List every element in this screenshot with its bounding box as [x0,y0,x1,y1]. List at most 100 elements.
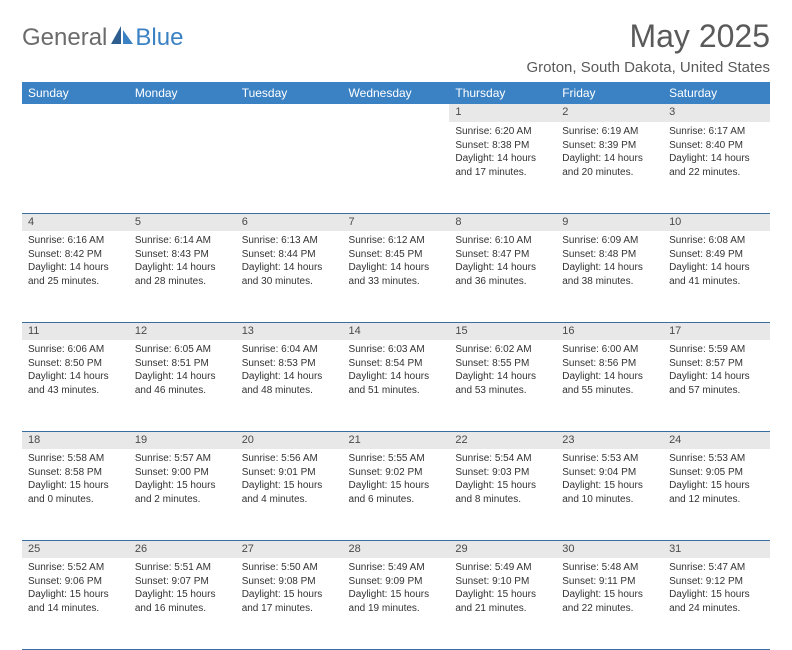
day-cell: Sunrise: 6:09 AMSunset: 8:48 PMDaylight:… [556,231,663,290]
sunrise-line: Sunrise: 6:13 AM [242,234,337,248]
daylight-line: Daylight: 15 hours and 8 minutes. [455,479,550,506]
sunrise-line: Sunrise: 6:05 AM [135,343,230,357]
sunrise-line: Sunrise: 6:09 AM [562,234,657,248]
day-content-cell: Sunrise: 6:10 AMSunset: 8:47 PMDaylight:… [449,231,556,322]
day-cell: Sunrise: 5:59 AMSunset: 8:57 PMDaylight:… [663,340,770,399]
day-cell: Sunrise: 6:13 AMSunset: 8:44 PMDaylight:… [236,231,343,290]
daylight-line: Daylight: 15 hours and 21 minutes. [455,588,550,615]
daylight-line: Daylight: 15 hours and 12 minutes. [669,479,764,506]
day-content-row: Sunrise: 6:16 AMSunset: 8:42 PMDaylight:… [22,231,770,322]
day-content-cell: Sunrise: 6:06 AMSunset: 8:50 PMDaylight:… [22,340,129,431]
day-content-cell: Sunrise: 6:05 AMSunset: 8:51 PMDaylight:… [129,340,236,431]
daylight-line: Daylight: 15 hours and 0 minutes. [28,479,123,506]
sunset-line: Sunset: 9:03 PM [455,466,550,480]
day-number-cell: 31 [663,540,770,558]
sunset-line: Sunset: 8:55 PM [455,357,550,371]
day-content-cell: Sunrise: 5:53 AMSunset: 9:04 PMDaylight:… [556,449,663,540]
day-cell: Sunrise: 6:17 AMSunset: 8:40 PMDaylight:… [663,122,770,181]
sunrise-line: Sunrise: 6:17 AM [669,125,764,139]
day-header-row: SundayMondayTuesdayWednesdayThursdayFrid… [22,82,770,104]
day-content-cell: Sunrise: 6:20 AMSunset: 8:38 PMDaylight:… [449,122,556,213]
day-content-cell: Sunrise: 6:12 AMSunset: 8:45 PMDaylight:… [343,231,450,322]
day-content-cell: Sunrise: 6:17 AMSunset: 8:40 PMDaylight:… [663,122,770,213]
day-header: Monday [129,82,236,104]
location: Groton, South Dakota, United States [527,59,770,76]
daylight-line: Daylight: 15 hours and 19 minutes. [349,588,444,615]
day-number-cell [236,104,343,122]
day-cell: Sunrise: 5:53 AMSunset: 9:04 PMDaylight:… [556,449,663,508]
sunset-line: Sunset: 8:57 PM [669,357,764,371]
day-content-cell: Sunrise: 5:48 AMSunset: 9:11 PMDaylight:… [556,558,663,649]
sunset-line: Sunset: 9:10 PM [455,575,550,589]
day-cell: Sunrise: 5:58 AMSunset: 8:58 PMDaylight:… [22,449,129,508]
sunrise-line: Sunrise: 6:03 AM [349,343,444,357]
sunset-line: Sunset: 8:54 PM [349,357,444,371]
day-cell: Sunrise: 6:08 AMSunset: 8:49 PMDaylight:… [663,231,770,290]
sunrise-line: Sunrise: 5:59 AM [669,343,764,357]
daylight-line: Daylight: 14 hours and 33 minutes. [349,261,444,288]
sunrise-line: Sunrise: 6:14 AM [135,234,230,248]
day-cell: Sunrise: 6:02 AMSunset: 8:55 PMDaylight:… [449,340,556,399]
sunrise-line: Sunrise: 5:54 AM [455,452,550,466]
sunrise-line: Sunrise: 6:06 AM [28,343,123,357]
sunrise-line: Sunrise: 5:57 AM [135,452,230,466]
day-content-cell: Sunrise: 6:08 AMSunset: 8:49 PMDaylight:… [663,231,770,322]
day-number-cell: 8 [449,213,556,231]
day-content-cell: Sunrise: 6:04 AMSunset: 8:53 PMDaylight:… [236,340,343,431]
day-cell: Sunrise: 6:19 AMSunset: 8:39 PMDaylight:… [556,122,663,181]
day-number-cell: 27 [236,540,343,558]
day-content-cell: Sunrise: 6:16 AMSunset: 8:42 PMDaylight:… [22,231,129,322]
sunrise-line: Sunrise: 5:53 AM [562,452,657,466]
day-number-cell: 7 [343,213,450,231]
sunset-line: Sunset: 9:07 PM [135,575,230,589]
day-number-cell [343,104,450,122]
day-content-cell [343,122,450,213]
sunset-line: Sunset: 8:48 PM [562,248,657,262]
sunrise-line: Sunrise: 6:00 AM [562,343,657,357]
day-cell: Sunrise: 6:00 AMSunset: 8:56 PMDaylight:… [556,340,663,399]
sunrise-line: Sunrise: 6:04 AM [242,343,337,357]
day-content-cell [129,122,236,213]
day-content-cell: Sunrise: 5:49 AMSunset: 9:10 PMDaylight:… [449,558,556,649]
calendar-table: SundayMondayTuesdayWednesdayThursdayFrid… [22,82,770,650]
day-content-cell: Sunrise: 5:56 AMSunset: 9:01 PMDaylight:… [236,449,343,540]
daylight-line: Daylight: 14 hours and 53 minutes. [455,370,550,397]
sunset-line: Sunset: 9:04 PM [562,466,657,480]
day-content-cell: Sunrise: 6:02 AMSunset: 8:55 PMDaylight:… [449,340,556,431]
day-cell: Sunrise: 6:05 AMSunset: 8:51 PMDaylight:… [129,340,236,399]
daylight-line: Daylight: 14 hours and 20 minutes. [562,152,657,179]
sunset-line: Sunset: 9:11 PM [562,575,657,589]
day-number-cell: 22 [449,431,556,449]
day-content-cell: Sunrise: 6:09 AMSunset: 8:48 PMDaylight:… [556,231,663,322]
daylight-line: Daylight: 14 hours and 48 minutes. [242,370,337,397]
sunrise-line: Sunrise: 5:56 AM [242,452,337,466]
day-number-cell: 23 [556,431,663,449]
daylight-line: Daylight: 15 hours and 24 minutes. [669,588,764,615]
sunrise-line: Sunrise: 5:58 AM [28,452,123,466]
daylight-line: Daylight: 14 hours and 46 minutes. [135,370,230,397]
day-number-cell: 14 [343,322,450,340]
logo-text-general: General [22,24,107,52]
sunset-line: Sunset: 8:45 PM [349,248,444,262]
sunrise-line: Sunrise: 6:02 AM [455,343,550,357]
sunset-line: Sunset: 8:50 PM [28,357,123,371]
daylight-line: Daylight: 14 hours and 36 minutes. [455,261,550,288]
sunrise-line: Sunrise: 6:19 AM [562,125,657,139]
sunrise-line: Sunrise: 6:20 AM [455,125,550,139]
sunset-line: Sunset: 9:00 PM [135,466,230,480]
day-content-cell: Sunrise: 5:55 AMSunset: 9:02 PMDaylight:… [343,449,450,540]
daylight-line: Daylight: 14 hours and 38 minutes. [562,261,657,288]
day-number-cell: 25 [22,540,129,558]
day-cell: Sunrise: 5:54 AMSunset: 9:03 PMDaylight:… [449,449,556,508]
daylight-line: Daylight: 14 hours and 57 minutes. [669,370,764,397]
day-cell: Sunrise: 6:20 AMSunset: 8:38 PMDaylight:… [449,122,556,181]
sunset-line: Sunset: 8:44 PM [242,248,337,262]
sunrise-line: Sunrise: 5:52 AM [28,561,123,575]
day-header: Tuesday [236,82,343,104]
sunrise-line: Sunrise: 5:49 AM [349,561,444,575]
day-content-cell: Sunrise: 5:58 AMSunset: 8:58 PMDaylight:… [22,449,129,540]
day-cell: Sunrise: 5:47 AMSunset: 9:12 PMDaylight:… [663,558,770,617]
month-title: May 2025 [527,18,770,55]
day-number-row: 25262728293031 [22,540,770,558]
daylight-line: Daylight: 14 hours and 41 minutes. [669,261,764,288]
